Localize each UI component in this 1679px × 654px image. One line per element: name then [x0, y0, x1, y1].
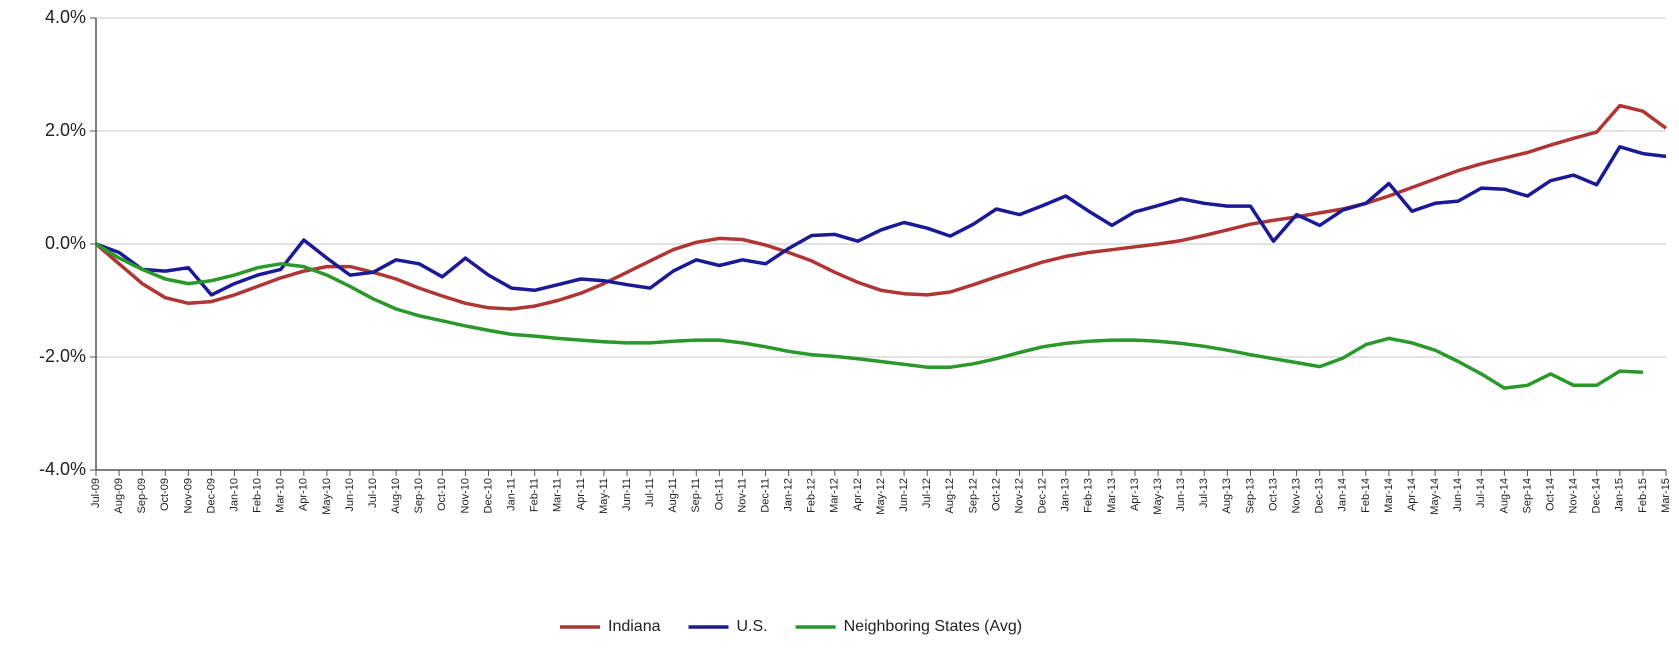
x-tick-label: Oct-09: [159, 478, 171, 511]
x-tick-label: Apr-13: [1129, 478, 1141, 511]
x-tick-label: Jan-15: [1614, 478, 1626, 512]
y-tick-label: -4.0%: [39, 459, 86, 479]
legend: Indiana U.S. Neighboring States (Avg): [560, 618, 1022, 635]
y-tick-label: 2.0%: [45, 120, 86, 140]
x-tick-label: Mar-14: [1383, 478, 1395, 513]
x-tick-label: Sep-10: [413, 478, 425, 513]
x-tick-label: Jul-12: [921, 478, 933, 508]
x-tick-label: Oct-13: [1267, 478, 1279, 511]
x-tick-label: May-10: [321, 478, 333, 515]
x-tick-label: Nov-14: [1568, 478, 1580, 513]
legend-label: Indiana: [608, 618, 661, 635]
x-tick-label: Feb-11: [529, 478, 541, 512]
x-tick-label: Jan-10: [228, 478, 240, 512]
x-tick-label: Jan-14: [1337, 478, 1349, 512]
line-series: [94, 103, 1668, 311]
x-tick-label: Jul-14: [1475, 478, 1487, 508]
x-tick-label: Sep-14: [1521, 478, 1533, 513]
x-tick-label: Oct-14: [1544, 478, 1556, 511]
x-tick-label: Sep-13: [1244, 478, 1256, 513]
x-tick-label: Apr-12: [852, 478, 864, 511]
x-tick-label: Dec-11: [759, 478, 771, 513]
x-tick-label: Nov-09: [182, 478, 194, 513]
x-tick-label: Sep-12: [967, 478, 979, 513]
x-tick-label: Mar-13: [1106, 478, 1118, 513]
x-tick-label: Mar-10: [275, 478, 287, 513]
x-tick-label: Jul-13: [1198, 478, 1210, 508]
x-tick-label: Apr-11: [575, 478, 587, 510]
x-tick-label: Jul-11: [644, 478, 656, 507]
x-tick-label: Jun-12: [898, 478, 910, 512]
y-tick-label: 0.0%: [45, 233, 86, 253]
x-tick-label: Dec-14: [1591, 478, 1603, 513]
x-tick-label: Aug-09: [113, 478, 125, 513]
x-tick-label: Aug-10: [390, 478, 402, 513]
x-tick-label: Jul-10: [367, 478, 379, 508]
x-tick-label: Sep-11: [690, 478, 702, 513]
x-tick-label: Jan-11: [505, 478, 517, 511]
x-tick-label: Oct-10: [436, 478, 448, 511]
x-tick-label: Oct-12: [990, 478, 1002, 511]
x-tick-label: Dec-10: [482, 478, 494, 513]
x-tick-label: Feb-14: [1360, 478, 1372, 513]
x-tick-label: Feb-13: [1083, 478, 1095, 513]
x-tick-label: Dec-12: [1037, 478, 1049, 513]
x-tick-label: Dec-09: [205, 478, 217, 513]
x-tick-label: Jun-10: [344, 478, 356, 512]
x-tick-label: Jan-13: [1060, 478, 1072, 512]
x-tick-label: Jun-11: [621, 478, 633, 511]
x-tick-label: Aug-13: [1221, 478, 1233, 513]
x-tick-label: Feb-10: [252, 478, 264, 513]
x-tick-label: May-13: [1152, 478, 1164, 515]
x-tick-label: Mar-15: [1660, 478, 1672, 513]
x-tick-label: May-11: [598, 478, 610, 514]
x-tick-label: Aug-14: [1498, 478, 1510, 513]
x-tick-label: Nov-13: [1290, 478, 1302, 513]
x-tick-label: Apr-14: [1406, 478, 1418, 511]
x-tick-label: May-14: [1429, 478, 1441, 515]
x-tick-label: Jun-13: [1175, 478, 1187, 512]
x-tick-label: Feb-12: [806, 478, 818, 513]
x-tick-label: Aug-11: [667, 478, 679, 513]
y-tick-label: -2.0%: [39, 346, 86, 366]
x-tick-label: Sep-09: [136, 478, 148, 513]
x-tick-label: Apr-10: [298, 478, 310, 511]
x-tick-label: Aug-12: [944, 478, 956, 513]
x-tick-label: Nov-11: [736, 478, 748, 513]
x-tick-label: Dec-13: [1314, 478, 1326, 513]
x-tick-label: Nov-10: [459, 478, 471, 513]
legend-label: Neighboring States (Avg): [844, 618, 1022, 635]
x-tick-label: May-12: [875, 478, 887, 515]
x-tick-label: Mar-12: [829, 478, 841, 513]
x-tick-label: Mar-11: [552, 478, 564, 512]
line-series: [95, 242, 1643, 390]
line-series: [95, 145, 1667, 297]
x-tick-label: Nov-12: [1013, 478, 1025, 513]
x-tick-label: Oct-11: [713, 478, 725, 510]
legend-label: U.S.: [737, 618, 768, 635]
y-tick-label: 4.0%: [45, 7, 86, 27]
x-tick-label: Jan-12: [783, 478, 795, 512]
x-tick-label: Jul-09: [90, 478, 102, 508]
x-tick-label: Feb-15: [1637, 478, 1649, 513]
x-tick-label: Jun-14: [1452, 478, 1464, 512]
